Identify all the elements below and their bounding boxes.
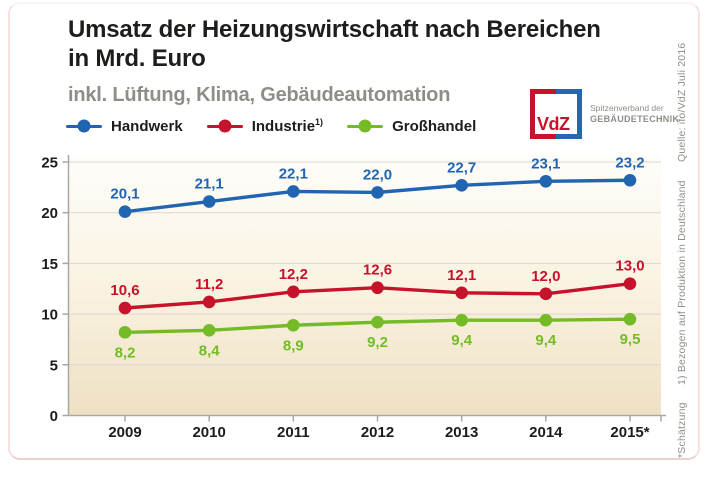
- x-axis-label: 2010: [192, 424, 225, 441]
- data-point-grosshandel-2011: [287, 318, 300, 332]
- data-point-grosshandel-2012: [371, 315, 384, 329]
- legend-dot-icon: [77, 119, 91, 133]
- value-label-industrie1-2014: 12,0: [531, 268, 560, 285]
- legend-dot-icon: [218, 119, 232, 133]
- vdz-logo-caption: Spitzenverband der GEBÄUDETECHNIK: [590, 103, 679, 125]
- legend-label-handwerk: Handwerk: [111, 118, 183, 135]
- data-point-grosshandel-2015*: [623, 312, 637, 326]
- data-point-industrie1-2011: [287, 285, 300, 299]
- data-point-handwerk-2012: [371, 186, 384, 199]
- legend-label-grosshandel: Großhandel: [392, 118, 477, 135]
- data-point-handwerk-2013: [455, 179, 468, 192]
- footnote-estimate: *Schätzung: [676, 402, 688, 458]
- value-label-grosshandel-2010: 8,4: [199, 342, 221, 359]
- y-axis-label: 10: [41, 307, 58, 324]
- value-label-grosshandel-2014: 9,4: [535, 332, 557, 349]
- chart-legend: Handwerk Industrie1) Großhandel: [66, 117, 476, 135]
- value-label-industrie1-2013: 12,1: [447, 267, 476, 284]
- value-label-grosshandel-2011: 8,9: [283, 337, 304, 354]
- value-label-industrie1-2015*: 13,0: [615, 258, 644, 275]
- data-point-industrie1-2010: [202, 295, 216, 309]
- series-grosshandel: 8,2 8,4 8,9 9,2 9,4 9,4 9,5: [115, 312, 641, 361]
- data-point-handwerk-2014: [539, 174, 553, 188]
- value-label-handwerk-2014: 23,1: [531, 155, 560, 172]
- value-label-grosshandel-2013: 9,4: [451, 332, 473, 349]
- x-axis-label: 2014: [529, 424, 563, 441]
- data-point-handwerk-2010: [202, 195, 216, 208]
- legend-item-grosshandel: Großhandel: [347, 117, 476, 135]
- value-label-industrie1-2010: 11,2: [195, 276, 223, 293]
- legend-label-industrie: Industrie1): [251, 117, 324, 135]
- data-point-handwerk-2015*: [623, 173, 637, 187]
- legend-marker-handwerk: [66, 119, 102, 133]
- source-note: Quelle: ifo/VdZ Juli 2016: [676, 42, 688, 162]
- legend-item-handwerk: Handwerk: [66, 117, 183, 135]
- data-point-grosshandel-2010: [202, 324, 216, 337]
- x-axis-label: 2015*: [610, 424, 649, 441]
- logo-caption-line1: Spitzenverband der: [590, 103, 664, 113]
- page-subtitle: inkl. Lüftung, Klima, Gebäudeautomation: [68, 84, 451, 106]
- x-axis-label: 2012: [361, 424, 394, 441]
- x-axis-label: 2013: [445, 424, 478, 441]
- page-title: Umsatz der Heizungswirtschaft nach Berei…: [68, 16, 601, 72]
- legend-marker-industrie: [206, 119, 243, 133]
- value-label-handwerk-2013: 22,7: [447, 159, 476, 176]
- logo-caption-line2: GEBÄUDETECHNIK: [590, 113, 680, 124]
- value-label-grosshandel-2012: 9,2: [367, 334, 388, 351]
- x-axis-label: 2009: [108, 424, 141, 441]
- value-label-grosshandel-2009: 8,2: [115, 344, 136, 361]
- value-label-industrie1-2009: 10,6: [110, 282, 139, 299]
- data-point-handwerk-2009: [118, 205, 132, 218]
- data-point-industrie1-2014: [539, 287, 553, 301]
- data-point-grosshandel-2014: [539, 313, 553, 327]
- vdz-logo-mark: VdZ: [530, 89, 582, 139]
- value-label-handwerk-2010: 21,1: [195, 176, 224, 193]
- x-axis-label: 2011: [277, 424, 310, 441]
- plot-area: [68, 155, 661, 416]
- value-label-handwerk-2015*: 23,2: [615, 154, 644, 171]
- data-point-industrie1-2009: [118, 301, 132, 315]
- value-label-grosshandel-2015*: 9,5: [620, 331, 641, 348]
- vdz-logo-red-half: [530, 89, 556, 139]
- value-label-industrie1-2011: 12,2: [279, 266, 308, 283]
- series-handwerk: 20,1 21,1 22,1 22,0 22,7 23,1 23,2: [110, 154, 645, 218]
- vdz-logo-text: VdZ: [537, 114, 570, 134]
- value-label-handwerk-2009: 20,1: [110, 186, 139, 203]
- data-point-grosshandel-2009: [118, 326, 132, 339]
- data-point-industrie1-2013: [455, 286, 468, 300]
- data-point-industrie1-2015*: [623, 277, 637, 290]
- value-label-industrie1-2012: 12,6: [363, 262, 392, 279]
- y-axis-label: 25: [41, 155, 58, 172]
- data-point-grosshandel-2013: [455, 313, 468, 327]
- data-point-industrie1-2012: [371, 281, 384, 295]
- vdz-logo: VdZ Spitzenverband der GEBÄUDETECHNIK: [530, 89, 690, 141]
- y-axis-label: 20: [41, 205, 58, 222]
- legend-dot-icon: [358, 119, 372, 133]
- y-axis-label: 15: [41, 256, 58, 273]
- data-point-handwerk-2011: [287, 185, 300, 198]
- y-axis-label: 0: [50, 408, 58, 425]
- legend-footnote-marker: 1): [315, 117, 324, 127]
- legend-item-industrie: Industrie1): [206, 117, 324, 135]
- series-industrie1: 10,6 11,2 12,2 12,6 12,1 12,0 13,0: [110, 258, 645, 315]
- vdz-logo-blue-half: [556, 89, 582, 139]
- value-label-handwerk-2012: 22,0: [363, 166, 392, 183]
- value-label-handwerk-2011: 22,1: [279, 165, 308, 182]
- y-axis-label: 5: [50, 357, 58, 374]
- footnote-production: 1) Bezogen auf Produktion in Deutschland: [676, 180, 688, 385]
- legend-marker-grosshandel: [347, 119, 384, 133]
